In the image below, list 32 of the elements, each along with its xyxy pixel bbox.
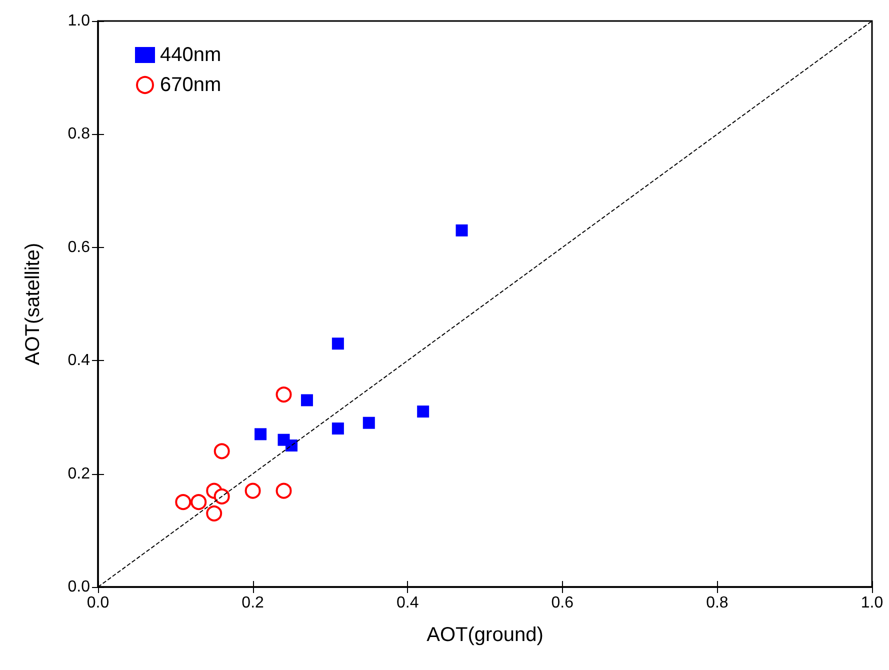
- x-tick-label: 0.0: [86, 594, 110, 612]
- y-tick-label: 0.2: [68, 465, 90, 482]
- y-axis-title: AOT(satellite): [22, 242, 44, 366]
- x-tick-label: 0.6: [551, 594, 574, 612]
- point: [332, 422, 344, 435]
- y-tick-label: 0.6: [68, 238, 90, 256]
- y-tick-label: 0.4: [68, 352, 90, 370]
- point: [206, 505, 222, 522]
- point: [362, 416, 375, 429]
- y-tick-label: 0.8: [68, 126, 90, 143]
- point: [332, 338, 344, 350]
- y-tick-label: 0.0: [68, 578, 90, 596]
- point: [190, 494, 207, 510]
- legend-label: 670nm: [160, 74, 222, 96]
- point: [456, 224, 468, 236]
- point: [300, 394, 313, 406]
- point: [175, 494, 192, 510]
- x-tick-label: 1.0: [860, 594, 884, 612]
- x-axis-title: AOT(ground): [426, 624, 544, 646]
- point: [276, 482, 292, 499]
- point: [214, 443, 230, 460]
- point: [417, 406, 430, 418]
- point: [214, 488, 230, 504]
- legend-label: 440nm: [160, 44, 222, 66]
- point: [244, 482, 261, 499]
- y-tick-label: 1.0: [68, 12, 90, 30]
- x-tick-label: 0.2: [242, 594, 264, 612]
- point: [254, 428, 267, 440]
- point: [286, 440, 298, 452]
- x-tick-label: 0.4: [396, 594, 419, 612]
- x-tick-label: 0.8: [706, 594, 728, 612]
- point: [276, 386, 292, 403]
